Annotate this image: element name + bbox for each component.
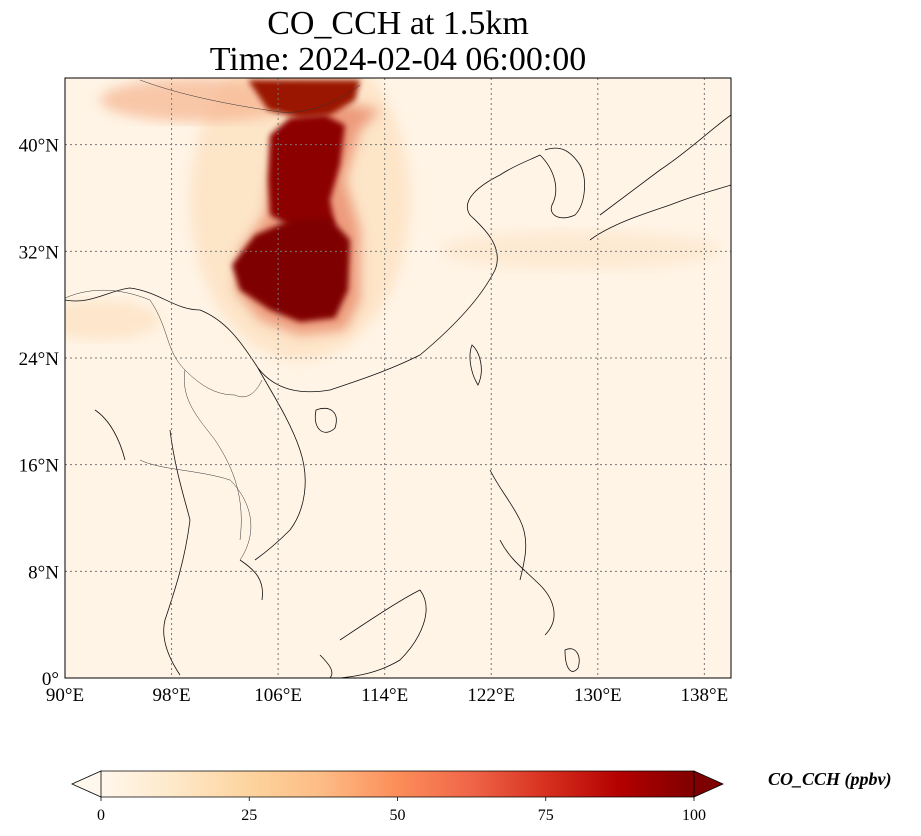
lat-tick-label: 0° <box>42 669 59 690</box>
borders <box>65 79 361 561</box>
lat-tick-label: 8°N <box>28 562 59 583</box>
philippines-outline <box>489 469 555 636</box>
korea-outline <box>539 147 585 219</box>
mongolia-border <box>139 79 361 113</box>
lat-tick-label: 32°N <box>19 242 60 263</box>
colorbar-tick-label: 25 <box>241 807 257 824</box>
japan-honshu <box>599 114 731 216</box>
lon-tick-label: 130°E <box>574 685 622 706</box>
china-coast <box>65 154 541 393</box>
plume-north-wisp <box>100 78 300 122</box>
map-title: CO_CCH at 1.5km <box>267 5 529 42</box>
borneo-outline <box>339 589 427 678</box>
plume-east-wisp <box>440 230 720 270</box>
concentration-field <box>65 78 720 360</box>
colorbar: 0 25 50 75 100 <box>71 770 724 824</box>
lon-tick-label: 98°E <box>152 685 190 706</box>
lon-tick-label: 106°E <box>254 685 302 706</box>
lon-tick-label: 138°E <box>681 685 729 706</box>
lon-tick-label: 114°E <box>361 685 408 706</box>
thai-malay-coast <box>163 429 191 676</box>
colorbar-label: CO_CCH (ppbv) <box>768 769 892 789</box>
lon-tick-label: 90°E <box>46 685 84 706</box>
thailand-border <box>139 459 252 561</box>
map-time-subtitle: Time: 2024-02-04 06:00:00 <box>209 41 587 78</box>
colorbar-tick-label: 50 <box>390 807 406 824</box>
colorbar-tick-label: 100 <box>682 807 706 824</box>
japan-south-coast <box>589 184 731 241</box>
lat-tick-label: 40°N <box>19 136 60 157</box>
plume-core <box>232 218 350 322</box>
lon-tick-label: 122°E <box>467 685 515 706</box>
colorbar-tick-label: 0 <box>97 807 105 824</box>
taiwan-outline <box>469 344 482 386</box>
mekong-delta-coast <box>239 559 263 601</box>
china-south-border <box>65 289 263 398</box>
plume-west-wisp <box>65 300 160 340</box>
colorbar-tick-label: 75 <box>538 807 554 824</box>
laos-border <box>183 369 242 541</box>
lat-tick-label: 16°N <box>19 456 60 477</box>
sulawesi-tip <box>564 648 580 672</box>
colorbar-extend-high <box>693 770 724 798</box>
lat-tick-label: 24°N <box>19 349 60 370</box>
colorbar-extend-low <box>71 770 102 798</box>
axis-ticks: 0° 8°N 16°N 24°N 32°N 40°N 90°E 98°E 106°E 114°E 1… <box>19 136 729 706</box>
coastlines <box>65 114 731 678</box>
gridlines <box>65 78 731 678</box>
myanmar-coast <box>94 409 126 461</box>
plume-northern-tip <box>248 80 360 118</box>
colorbar-body <box>101 771 694 797</box>
borneo-west-tip <box>319 654 333 678</box>
hainan-outline <box>314 408 337 433</box>
map-frame <box>64 77 732 679</box>
colorbar-ticks: 0 25 50 75 100 <box>97 797 706 824</box>
